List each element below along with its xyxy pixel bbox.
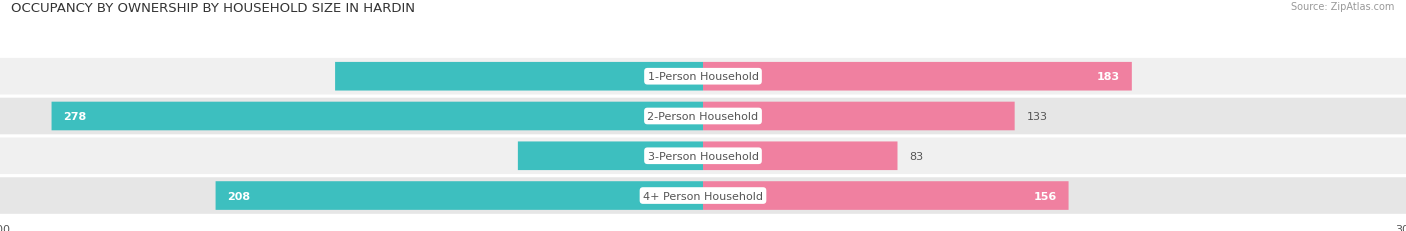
FancyBboxPatch shape <box>0 138 1406 174</box>
Text: 3-Person Household: 3-Person Household <box>648 151 758 161</box>
Text: 2-Person Household: 2-Person Household <box>647 112 759 122</box>
FancyBboxPatch shape <box>0 177 1406 214</box>
FancyBboxPatch shape <box>215 181 703 210</box>
Text: 278: 278 <box>63 112 87 122</box>
Text: 156: 156 <box>1033 191 1057 201</box>
FancyBboxPatch shape <box>703 181 1069 210</box>
FancyBboxPatch shape <box>0 98 1406 135</box>
Text: 157: 157 <box>671 72 692 82</box>
FancyBboxPatch shape <box>703 142 897 170</box>
Text: Source: ZipAtlas.com: Source: ZipAtlas.com <box>1291 2 1395 12</box>
Text: 183: 183 <box>1097 72 1121 82</box>
FancyBboxPatch shape <box>52 102 703 131</box>
Text: 83: 83 <box>910 151 924 161</box>
FancyBboxPatch shape <box>703 102 1015 131</box>
Text: 1-Person Household: 1-Person Household <box>648 72 758 82</box>
Text: OCCUPANCY BY OWNERSHIP BY HOUSEHOLD SIZE IN HARDIN: OCCUPANCY BY OWNERSHIP BY HOUSEHOLD SIZE… <box>11 2 415 15</box>
Text: 133: 133 <box>1026 112 1047 122</box>
FancyBboxPatch shape <box>517 142 703 170</box>
Text: 4+ Person Household: 4+ Person Household <box>643 191 763 201</box>
FancyBboxPatch shape <box>703 63 1132 91</box>
Text: 79: 79 <box>678 151 692 161</box>
FancyBboxPatch shape <box>0 59 1406 95</box>
FancyBboxPatch shape <box>335 63 703 91</box>
Text: 208: 208 <box>228 191 250 201</box>
